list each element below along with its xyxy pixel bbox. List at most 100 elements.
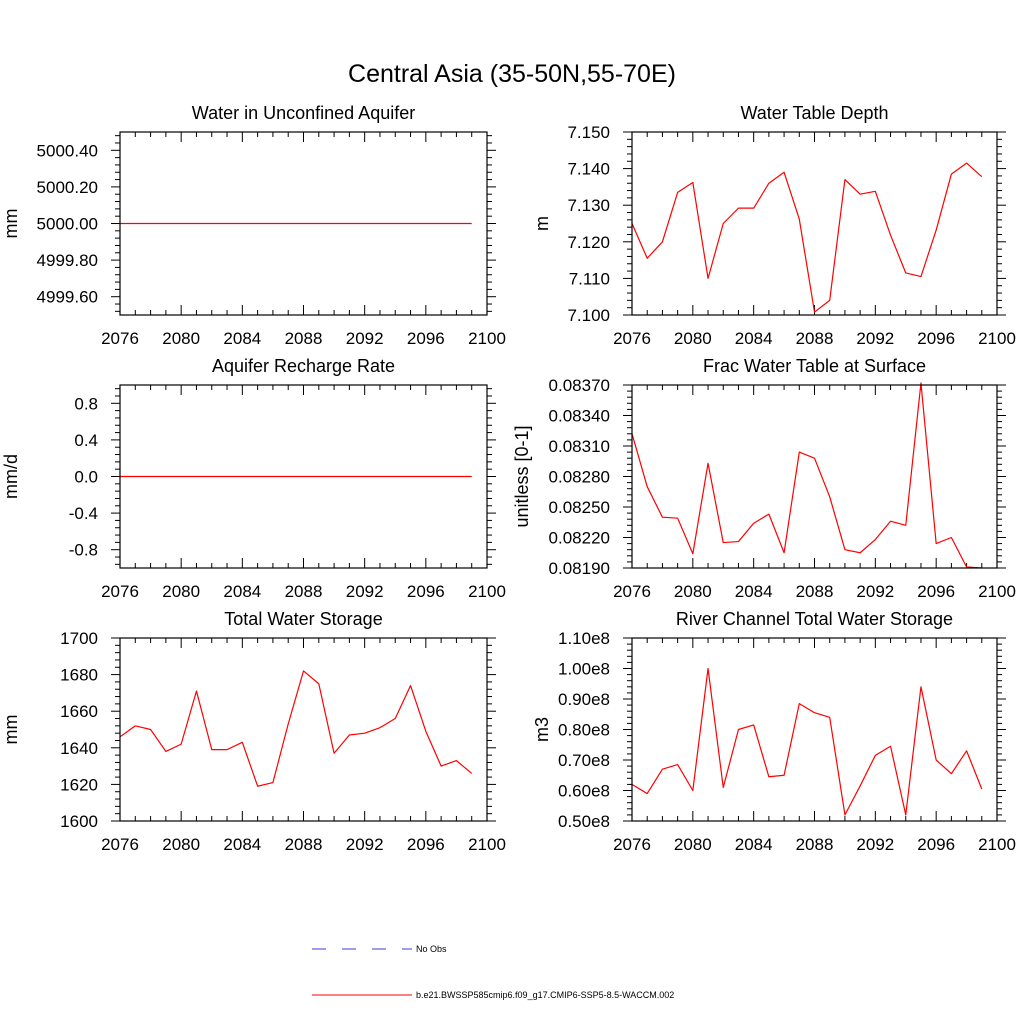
series-line bbox=[631, 162, 983, 313]
x-tick-label: 2088 bbox=[285, 329, 323, 348]
panel-water-table-depth: Water Table Depth 2076 2080 2084 2088 2092 209… bbox=[532, 103, 1016, 348]
y-tick-label: 7.110 bbox=[569, 269, 610, 288]
y-tick-label: 0.70e8 bbox=[558, 751, 610, 770]
x-tick-label: 2092 bbox=[856, 582, 894, 601]
y-axis-label: m3 bbox=[532, 717, 552, 742]
x-tick-label: 2088 bbox=[796, 835, 834, 854]
y-axis-label: mm bbox=[1, 715, 21, 745]
series-line bbox=[119, 670, 473, 787]
y-tick-label: 0.08190 bbox=[549, 559, 610, 578]
x-tick-label: 2080 bbox=[674, 582, 712, 601]
plot-frame bbox=[631, 384, 998, 569]
y-tick-label: -0.8 bbox=[69, 541, 98, 560]
x-tick-label: 2092 bbox=[346, 329, 384, 348]
x-tick-label: 2096 bbox=[407, 835, 445, 854]
y-tick-label: 7.150 bbox=[567, 123, 610, 142]
x-tick-label: 2096 bbox=[407, 582, 445, 601]
x-tick-label: 2096 bbox=[917, 582, 955, 601]
y-tick-label: 1640 bbox=[60, 739, 98, 758]
y-tick-label: 0.08250 bbox=[549, 498, 610, 517]
y-tick-label: 7.130 bbox=[567, 196, 610, 215]
x-tick-label: 2096 bbox=[917, 835, 955, 854]
x-tick-label: 2096 bbox=[917, 329, 955, 348]
x-tick-label: 2100 bbox=[468, 582, 506, 601]
x-tick-label: 2100 bbox=[468, 835, 506, 854]
x-tick-label: 2088 bbox=[285, 582, 323, 601]
x-tick-label: 2076 bbox=[613, 329, 651, 348]
y-tick-label: 4999.60 bbox=[37, 288, 98, 307]
x-tick-label: 2076 bbox=[101, 329, 139, 348]
y-axis-label: m bbox=[532, 216, 552, 231]
x-tick-label: 2076 bbox=[101, 835, 139, 854]
x-tick-label: 2084 bbox=[223, 329, 261, 348]
plot-frame bbox=[119, 131, 488, 316]
panel-title: Total Water Storage bbox=[224, 609, 382, 629]
y-tick-label: 7.120 bbox=[567, 233, 610, 252]
y-tick-label: 5000.20 bbox=[37, 178, 98, 197]
y-tick-label: 1660 bbox=[60, 702, 98, 721]
y-tick-label: 5000.00 bbox=[37, 215, 98, 234]
panel-title: Frac Water Table at Surface bbox=[703, 356, 926, 376]
panel-river-channel-storage: River Channel Total Water Storage 2076 208… bbox=[532, 609, 1016, 854]
legend-item: b.e21.BWSSP585cmip6.f09_g17.CMIP6-SSP5-8… bbox=[312, 990, 674, 1000]
y-tick-label: 1.00e8 bbox=[558, 660, 610, 679]
series-line bbox=[631, 382, 982, 569]
panel-aquifer-recharge-rate: Aquifer Recharge Rate 2076 2080 2084 2088 209… bbox=[1, 356, 506, 601]
y-tick-label: 0.90e8 bbox=[558, 690, 610, 709]
x-tick-label: 2092 bbox=[346, 582, 384, 601]
legend-label: No Obs bbox=[416, 944, 447, 954]
x-tick-label: 2084 bbox=[223, 582, 261, 601]
y-tick-label: 0.08310 bbox=[549, 437, 610, 456]
x-tick-label: 2100 bbox=[468, 329, 506, 348]
x-tick-label: 2080 bbox=[674, 329, 712, 348]
x-tick-label: 2088 bbox=[796, 329, 834, 348]
x-tick-label: 2092 bbox=[856, 835, 894, 854]
y-tick-label: 0.60e8 bbox=[558, 782, 610, 801]
panel-water-unconfined-aquifer: Water in Unconfined Aquifer 2076 2080 2084 2… bbox=[1, 103, 506, 348]
panel-title: Aquifer Recharge Rate bbox=[212, 356, 395, 376]
y-tick-label: 5000.40 bbox=[37, 141, 98, 160]
x-tick-label: 2088 bbox=[796, 582, 834, 601]
x-tick-label: 2084 bbox=[735, 329, 773, 348]
y-axis-label: unitless [0-1] bbox=[512, 425, 532, 527]
panel-total-water-storage: Total Water Storage 2076 2080 2084 2088 2092 2… bbox=[1, 609, 506, 854]
x-tick-label: 2092 bbox=[346, 835, 384, 854]
x-tick-label: 2076 bbox=[613, 582, 651, 601]
panel-frac-water-table-surface: Frac Water Table at Surface 2076 2080 2084 2… bbox=[512, 356, 1016, 601]
x-tick-label: 2084 bbox=[223, 835, 261, 854]
figure-title: Central Asia (35-50N,55-70E) bbox=[348, 60, 676, 88]
y-tick-label: 7.100 bbox=[567, 306, 610, 325]
x-tick-label: 2100 bbox=[978, 835, 1016, 854]
x-tick-label: 2100 bbox=[978, 582, 1016, 601]
x-tick-label: 2076 bbox=[101, 582, 139, 601]
y-axis-label: mm bbox=[1, 209, 21, 239]
legend-label: b.e21.BWSSP585cmip6.f09_g17.CMIP6-SSP5-8… bbox=[416, 990, 674, 1000]
x-tick-label: 2080 bbox=[162, 582, 200, 601]
y-tick-label: 1600 bbox=[60, 812, 98, 831]
y-tick-label: 0.4 bbox=[74, 431, 98, 450]
y-tick-label: 1700 bbox=[60, 629, 98, 648]
series-line bbox=[631, 667, 983, 816]
x-tick-label: 2080 bbox=[162, 835, 200, 854]
plot-frame bbox=[631, 637, 998, 822]
legend: No Obs b.e21.BWSSP585cmip6.f09_g17.CMIP6-… bbox=[312, 944, 674, 1000]
x-tick-label: 2080 bbox=[674, 835, 712, 854]
y-tick-label: 4999.80 bbox=[37, 251, 98, 270]
y-tick-label: 0.08340 bbox=[549, 407, 610, 426]
x-tick-label: 2084 bbox=[735, 835, 773, 854]
y-tick-label: 7.140 bbox=[567, 160, 610, 179]
legend-item: No Obs bbox=[312, 944, 447, 954]
y-tick-label: 0.8 bbox=[74, 394, 98, 413]
y-axis-label: mm/d bbox=[1, 454, 21, 499]
plot-frame bbox=[631, 131, 998, 316]
panel-title: Water Table Depth bbox=[740, 103, 888, 123]
x-tick-label: 2092 bbox=[856, 329, 894, 348]
x-tick-label: 2080 bbox=[162, 329, 200, 348]
y-tick-label: 1680 bbox=[60, 666, 98, 685]
y-tick-label: 1620 bbox=[60, 775, 98, 794]
panels-group: Water in Unconfined Aquifer 2076 2080 2084 2… bbox=[1, 103, 1016, 854]
y-tick-label: 0.0 bbox=[74, 468, 98, 487]
x-tick-label: 2076 bbox=[613, 835, 651, 854]
